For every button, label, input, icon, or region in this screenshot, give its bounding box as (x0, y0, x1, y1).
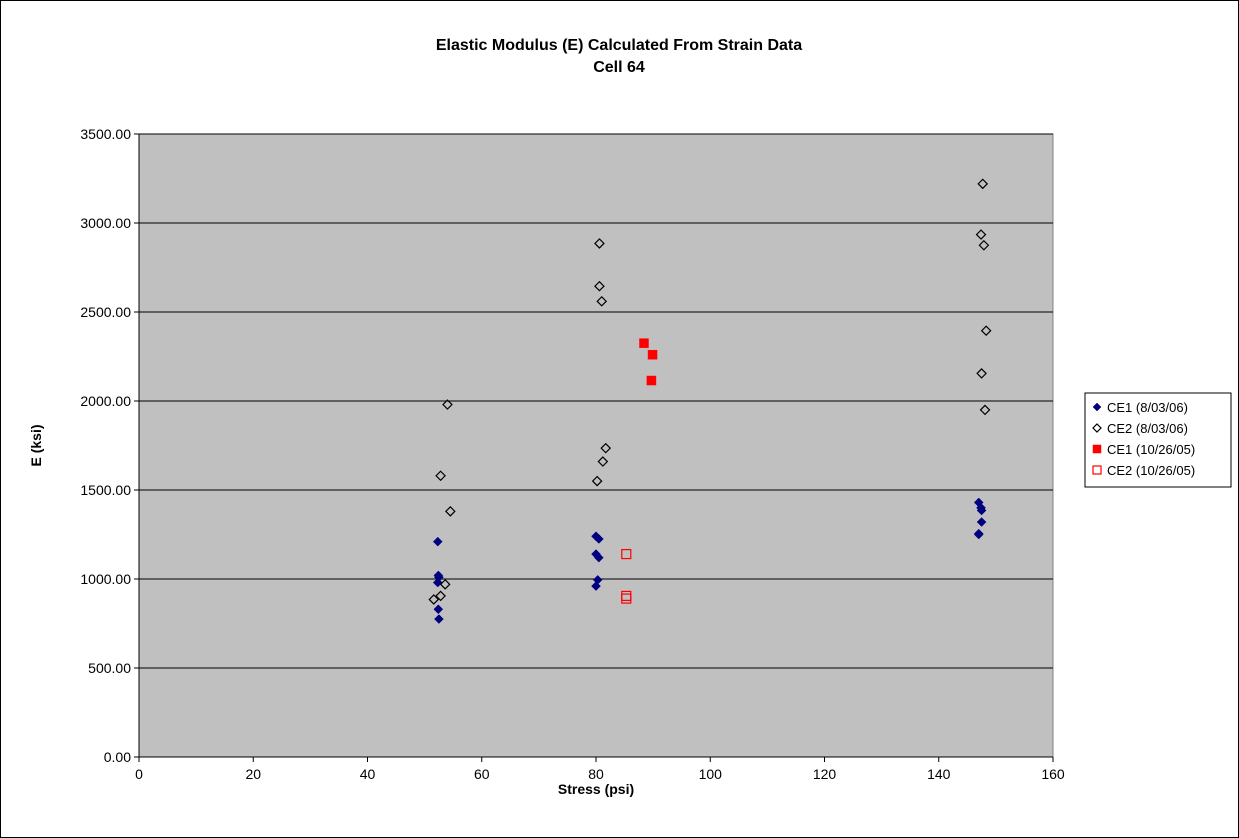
data-point (979, 404, 991, 416)
data-point (621, 593, 632, 604)
data-point (428, 594, 440, 605)
x-tick-label: 80 (588, 766, 604, 782)
data-point (647, 349, 658, 360)
plot-area (138, 133, 1054, 758)
data-point (442, 399, 453, 410)
data-point (432, 536, 443, 547)
x-tick-label: 60 (474, 766, 490, 782)
legend-label: CE1 (10/26/05) (1107, 442, 1195, 457)
x-tick-label: 40 (360, 766, 376, 782)
data-point (973, 529, 984, 540)
y-tick-label: 2000.00 (80, 393, 131, 409)
data-point (978, 239, 990, 251)
legend-marker (1092, 423, 1102, 433)
data-point (646, 375, 657, 386)
x-tick-label: 140 (927, 766, 951, 782)
series-1 (428, 178, 992, 605)
legend-label: CE1 (8/03/06) (1107, 400, 1188, 415)
legend-marker (1092, 402, 1102, 412)
data-point (597, 456, 609, 467)
data-point (976, 505, 987, 516)
data-point (435, 470, 446, 482)
chart-subtitle: Cell 64 (593, 59, 645, 76)
gridlines (139, 133, 1053, 669)
legend: CE1 (8/03/06) CE2 (8/03/06) CE1 (10/26/05)… (1084, 392, 1232, 488)
y-tick-label: 1000.00 (80, 571, 131, 587)
y-tick-label: 1500.00 (80, 482, 131, 498)
series-0 (432, 497, 987, 624)
legend-marker (1092, 465, 1102, 475)
x-axis-title: Stress (psi) (558, 781, 634, 797)
data-point (975, 229, 987, 240)
x-tick-label: 160 (1041, 766, 1065, 782)
series-3 (621, 548, 632, 604)
data-point (594, 238, 605, 249)
data-point (980, 325, 992, 337)
data-point (594, 534, 604, 544)
data-point (433, 604, 444, 615)
y-tick-label: 2500.00 (80, 304, 131, 320)
data-point (439, 578, 451, 590)
y-axis-title: E (ksi) (28, 424, 44, 466)
x-tick-label: 100 (699, 766, 723, 782)
legend-label: CE2 (10/26/05) (1107, 463, 1195, 478)
legend-label: CE2 (8/03/06) (1107, 421, 1188, 436)
data-point (976, 517, 987, 527)
data-point (594, 280, 605, 292)
y-tick-label: 500.00 (88, 660, 131, 676)
data-point (639, 338, 649, 348)
data-point (976, 368, 987, 379)
legend-marker (1092, 444, 1102, 454)
x-tick-label: 20 (245, 766, 261, 782)
x-tick-label: 0 (135, 766, 143, 782)
chart-title: Elastic Modulus (E) Calculated From Stra… (436, 37, 802, 54)
legend-box (1084, 392, 1232, 488)
data-point (977, 178, 989, 190)
data-point (591, 581, 601, 591)
data-point (434, 614, 444, 624)
axes: 0.00 500.00 1000.00 1500.00 2000.00 2500.00 30… (80, 126, 1065, 782)
y-tick-label: 0.00 (104, 749, 131, 765)
data-point (444, 506, 456, 517)
y-tick-label: 3000.00 (80, 215, 131, 231)
data-point (600, 442, 612, 454)
data-point (591, 475, 603, 487)
data-point (432, 577, 443, 588)
data-point (435, 590, 446, 602)
data-point (621, 548, 632, 560)
data-point (594, 552, 604, 563)
series-2 (639, 338, 658, 386)
x-tick-label: 120 (813, 766, 837, 782)
data-point (596, 295, 608, 307)
y-tick-label: 3500.00 (80, 126, 131, 142)
data-points (428, 178, 992, 624)
